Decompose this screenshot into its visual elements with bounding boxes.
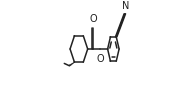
Text: O: O: [96, 54, 104, 64]
Text: N: N: [122, 1, 129, 11]
Text: O: O: [89, 14, 97, 24]
